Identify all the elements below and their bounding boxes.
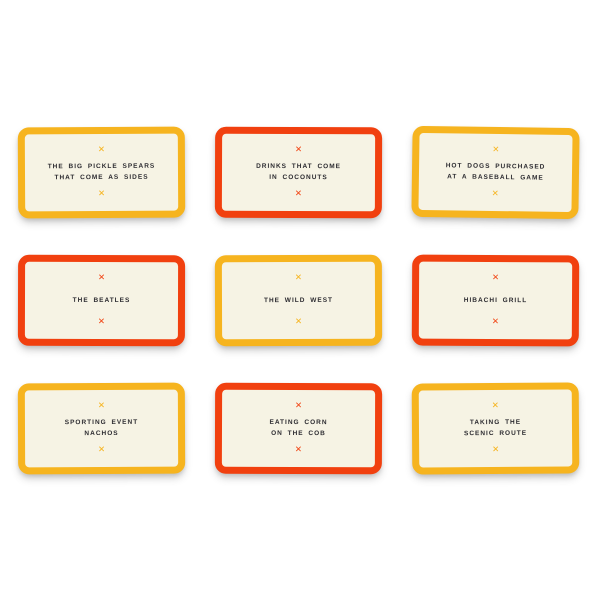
x-marker-icon: ✕ <box>294 400 303 412</box>
x-marker-icon: ✕ <box>294 272 303 284</box>
x-marker-icon: ✕ <box>98 444 106 456</box>
prompt-card[interactable]: ✕ HOT DOGS PURCHASED AT A BASEBALL GAME … <box>411 125 580 220</box>
x-marker-icon: ✕ <box>98 188 106 200</box>
prompt-card[interactable]: ✕ DRINKS THAT COME IN COCONUTS ✕ <box>214 126 383 219</box>
x-marker-icon: ✕ <box>492 272 500 284</box>
card-text-line-1: TAKING THE <box>469 418 522 427</box>
card-text-line-2: SCENIC ROUTE <box>463 429 528 438</box>
card-grid: ✕ THE BIG PICKLE SPEARS THAT COME AS SID… <box>17 125 580 475</box>
card-text-line-1: EATING CORN <box>269 418 328 427</box>
prompt-card[interactable]: ✕ THE BIG PICKLE SPEARS THAT COME AS SID… <box>17 126 186 219</box>
card-text-line-2: THAT COME AS SIDES <box>54 173 149 182</box>
card-text: THE BEATLES <box>73 294 131 305</box>
prompt-card[interactable]: ✕ SPORTING EVENT NACHOS ✕ <box>17 382 186 475</box>
card-text: HOT DOGS PURCHASED AT A BASEBALL GAME <box>446 160 546 183</box>
card-text-line-2: IN COCONUTS <box>269 173 328 182</box>
x-marker-icon: ✕ <box>491 188 499 200</box>
card-text: TAKING THE SCENIC ROUTE <box>464 417 527 439</box>
card-text-line-2: ON THE COB <box>271 429 326 438</box>
card-text: HIBACHI GRILL <box>464 294 527 305</box>
card-text-line-1: SPORTING EVENT <box>64 418 139 427</box>
x-marker-icon: ✕ <box>492 444 500 456</box>
prompt-card[interactable]: ✕ THE BEATLES ✕ <box>17 254 186 347</box>
x-marker-icon: ✕ <box>97 400 105 412</box>
prompt-card[interactable]: ✕ HIBACHI GRILL ✕ <box>411 254 580 347</box>
card-text: THE WILD WEST <box>264 294 333 305</box>
prompt-card[interactable]: ✕ THE WILD WEST ✕ <box>214 254 383 347</box>
x-marker-icon: ✕ <box>492 144 500 156</box>
card-text-line-1: THE BIG PICKLE SPEARS <box>47 162 156 171</box>
prompt-card[interactable]: ✕ TAKING THE SCENIC ROUTE ✕ <box>411 382 580 475</box>
x-marker-icon: ✕ <box>294 316 303 328</box>
x-marker-icon: ✕ <box>294 188 303 200</box>
x-marker-icon: ✕ <box>97 144 105 156</box>
prompt-card[interactable]: ✕ EATING CORN ON THE COB ✕ <box>214 382 383 475</box>
card-text: SPORTING EVENT NACHOS <box>65 417 139 439</box>
x-marker-icon: ✕ <box>491 316 499 328</box>
x-marker-icon: ✕ <box>97 272 106 284</box>
x-marker-icon: ✕ <box>97 316 106 328</box>
x-marker-icon: ✕ <box>294 144 303 156</box>
card-text: THE BIG PICKLE SPEARS THAT COME AS SIDES <box>48 161 156 184</box>
card-text-line-2: NACHOS <box>84 429 119 438</box>
card-text-line-1: THE BEATLES <box>72 296 131 304</box>
x-marker-icon: ✕ <box>491 400 499 412</box>
card-text-line-1: HIBACHI GRILL <box>463 296 528 304</box>
card-text-line-1: THE WILD WEST <box>263 296 334 304</box>
card-text: DRINKS THAT COME IN COCONUTS <box>256 161 341 183</box>
card-text-line-2: AT A BASEBALL GAME <box>447 173 544 182</box>
card-text-line-1: DRINKS THAT COME <box>256 162 341 171</box>
x-marker-icon: ✕ <box>294 444 303 456</box>
card-text: EATING CORN ON THE COB <box>269 417 327 439</box>
